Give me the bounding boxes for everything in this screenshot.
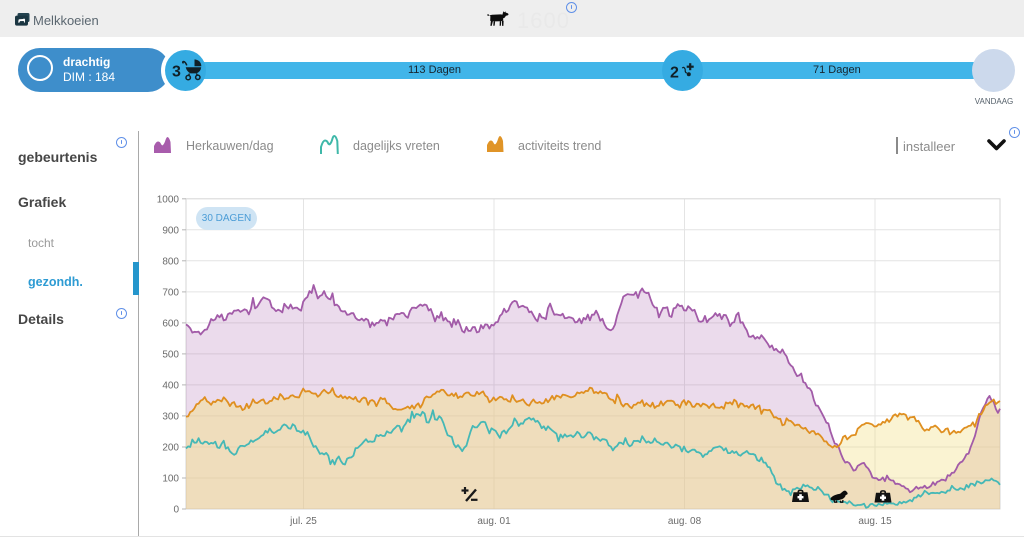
svg-text:900: 900 [162,225,179,236]
svg-text:700: 700 [162,287,179,298]
svg-text:400: 400 [162,380,179,391]
svg-text:aug. 08: aug. 08 [668,516,702,527]
svg-text:3: 3 [172,64,181,81]
svg-text:100: 100 [162,474,179,485]
svg-text:0: 0 [173,505,179,516]
svg-text:600: 600 [162,318,179,329]
svg-text:1000: 1000 [157,194,180,205]
svg-text:jul. 25: jul. 25 [289,516,317,527]
svg-text:200: 200 [162,443,179,454]
svg-text:500: 500 [162,349,179,360]
svg-text:aug. 15: aug. 15 [858,516,892,527]
svg-text:2: 2 [670,65,679,81]
svg-text:800: 800 [162,256,179,267]
svg-text:300: 300 [162,411,179,422]
svg-text:aug. 01: aug. 01 [477,516,511,527]
